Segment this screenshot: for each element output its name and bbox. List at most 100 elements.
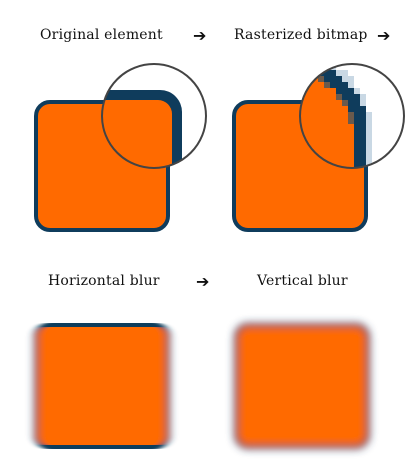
bitmap-pixel: [342, 160, 348, 166]
bitmap-pixel: [306, 112, 312, 118]
bitmap-pixel: [366, 130, 372, 136]
bitmap-pixel: [336, 136, 342, 142]
bitmap-pixel: [300, 118, 306, 124]
bitmap-pixel: [312, 82, 318, 88]
bitmap-pixel: [312, 130, 318, 136]
bitmap-pixel: [318, 148, 324, 154]
bitmap-pixel: [348, 76, 354, 82]
bitmap-pixel: [324, 136, 330, 142]
bitmap-pixel: [336, 154, 342, 160]
arrow-right-icon: ➔: [377, 26, 391, 45]
bitmap-pixel: [330, 142, 336, 148]
bitmap-pixel: [330, 148, 336, 154]
bitmap-pixel: [342, 124, 348, 130]
bitmap-pixel: [330, 76, 336, 82]
bitmap-pixel: [348, 124, 354, 130]
bitmap-pixel: [354, 148, 360, 154]
bitmap-pixel: [366, 124, 372, 130]
bitmap-pixel: [366, 112, 372, 118]
bitmap-pixel: [342, 118, 348, 124]
bitmap-pixel: [324, 88, 330, 94]
bitmap-pixel: [366, 118, 372, 124]
bitmap-pixel: [354, 100, 360, 106]
bitmap-pixel: [324, 154, 330, 160]
bitmap-pixel: [324, 130, 330, 136]
bitmap-pixel: [342, 100, 348, 106]
bitmap-pixel: [354, 124, 360, 130]
bitmap-pixel: [318, 136, 324, 142]
bitmap-pixel: [330, 154, 336, 160]
label-vertical-blur: Vertical blur: [257, 273, 348, 289]
bitmap-pixel: [324, 94, 330, 100]
bitmap-pixel: [306, 136, 312, 142]
bitmap-pixel: [348, 142, 354, 148]
bitmap-pixel: [348, 118, 354, 124]
bitmap-pixel: [306, 118, 312, 124]
bitmap-pixel: [354, 160, 360, 166]
bitmap-pixel: [324, 142, 330, 148]
bitmap-pixel: [366, 136, 372, 142]
bitmap-pixel: [306, 94, 312, 100]
bitmap-pixel: [348, 100, 354, 106]
bitmap-pixel: [300, 100, 306, 106]
bitmap-pixel: [312, 88, 318, 94]
bitmap-pixel: [330, 160, 336, 166]
bitmap-pixel: [354, 112, 360, 118]
bitmap-pixel: [330, 88, 336, 94]
bitmap-pixel: [312, 94, 318, 100]
bitmap-pixel: [336, 106, 342, 112]
bitmap-pixel: [324, 118, 330, 124]
bitmap-pixel: [306, 88, 312, 94]
bitmap-pixel: [336, 88, 342, 94]
bitmap-pixel: [306, 130, 312, 136]
label-original-element: Original element: [40, 27, 163, 43]
bitmap-pixel: [300, 70, 306, 76]
bitmap-pixel: [312, 148, 318, 154]
bitmap-pixel: [300, 64, 306, 70]
arrow-right-icon: ➔: [193, 26, 207, 45]
bitmap-pixel: [342, 154, 348, 160]
bitmap-pixel: [336, 94, 342, 100]
bitmap-pixel: [324, 76, 330, 82]
bitmap-pixel: [306, 70, 312, 76]
bitmap-pixel: [342, 148, 348, 154]
bitmap-pixel: [360, 136, 366, 142]
bitmap-pixel: [318, 118, 324, 124]
bitmap-pixel: [318, 112, 324, 118]
bitmap-pixel: [306, 76, 312, 82]
bitmap-pixel: [312, 136, 318, 142]
bitmap-pixel: [336, 142, 342, 148]
bitmap-pixel: [312, 106, 318, 112]
label-horizontal-blur: Horizontal blur: [48, 273, 160, 289]
bitmap-pixel: [336, 148, 342, 154]
bitmap-pixel: [330, 136, 336, 142]
bitmap-pixel: [360, 118, 366, 124]
bitmap-pixel: [354, 142, 360, 148]
bitmap-pixel: [360, 106, 366, 112]
bitmap-pixel: [342, 106, 348, 112]
magnifier-original: [101, 63, 207, 169]
bitmap-pixel: [330, 124, 336, 130]
vertical-blur-element: [234, 323, 370, 449]
bitmap-pixel: [348, 154, 354, 160]
bitmap-pixel: [342, 112, 348, 118]
bitmap-pixel: [324, 100, 330, 106]
bitmap-pixel: [300, 76, 306, 82]
bitmap-pixel: [366, 148, 372, 154]
bitmap-pixel: [360, 154, 366, 160]
bitmap-pixel: [300, 106, 306, 112]
bitmap-pixel: [348, 106, 354, 112]
bitmap-pixel: [336, 160, 342, 166]
bitmap-pixel: [348, 88, 354, 94]
bitmap-pixel: [324, 124, 330, 130]
bitmap-pixel: [348, 82, 354, 88]
bitmap-pixel: [360, 100, 366, 106]
bitmap-pixel: [312, 100, 318, 106]
bitmap-pixel: [336, 70, 342, 76]
bitmap-pixel: [300, 112, 306, 118]
bitmap-pixel: [354, 106, 360, 112]
bitmap-pixel: [354, 88, 360, 94]
bitmap-pixel: [300, 82, 306, 88]
bitmap-pixel: [342, 82, 348, 88]
bitmap-pixel: [336, 76, 342, 82]
